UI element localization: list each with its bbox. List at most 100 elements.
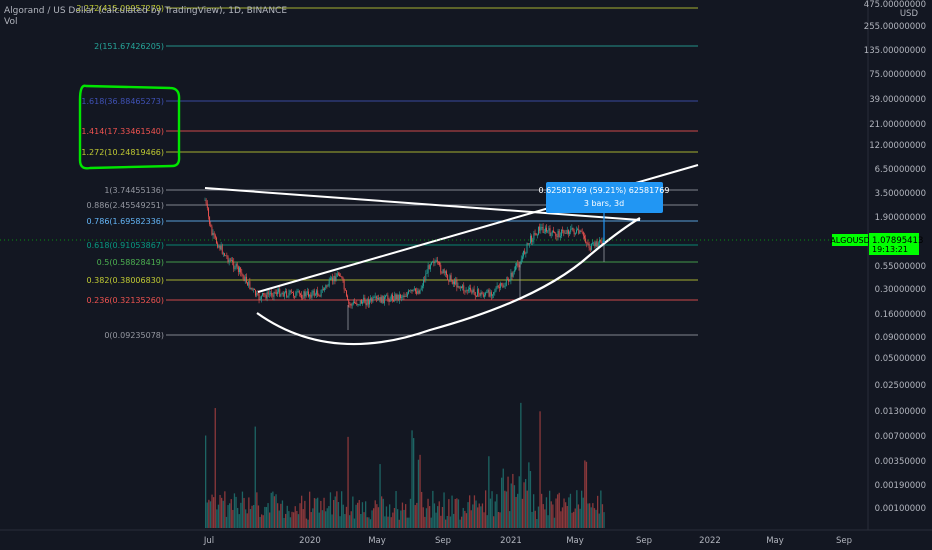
price-tick-label: 0.16000000	[875, 310, 926, 320]
volume-bar	[563, 498, 565, 528]
candle-body	[389, 299, 391, 302]
candle-body	[565, 232, 567, 234]
volume-bar	[328, 506, 330, 528]
fib-level-label: 1(3.74455136)	[104, 186, 164, 195]
volume-bar	[469, 495, 471, 528]
volume-bar	[299, 503, 301, 528]
candle-body	[459, 287, 461, 288]
candle-body	[304, 291, 306, 297]
candle-body	[396, 294, 398, 300]
candle-body	[305, 292, 307, 297]
fib-level-label: 0(0.09235078)	[104, 331, 164, 340]
candle-body	[208, 208, 209, 217]
volume-bar	[437, 506, 439, 528]
volume-indicator-label[interactable]: Vol	[4, 17, 18, 27]
volume-bar	[349, 515, 351, 528]
volume-bar	[320, 500, 322, 528]
candle-body	[385, 295, 386, 297]
volume-bar	[406, 517, 408, 528]
volume-bar	[513, 485, 516, 528]
candle-body	[357, 304, 359, 306]
candle-body	[547, 230, 549, 232]
candle-body	[532, 239, 534, 242]
candle-body	[424, 279, 426, 281]
candle-body	[242, 274, 244, 277]
volume-bar	[555, 498, 557, 528]
fibonacci-retracement[interactable]: 2.272(415.09957279) 2(151.67426205) 1.618(…	[76, 4, 698, 340]
candle-body	[231, 260, 232, 262]
candle-body	[302, 297, 304, 299]
candle-body	[534, 233, 536, 235]
time-tick-label: Sep	[836, 536, 852, 546]
volume-bar	[213, 497, 215, 528]
candle-body	[587, 243, 589, 245]
candle-body	[421, 286, 423, 288]
last-price-badge	[869, 233, 919, 255]
volume-bar	[219, 494, 221, 528]
candle-body	[329, 278, 331, 280]
fib-level-label: 1.618(36.88465273)	[81, 97, 164, 106]
volume-bar	[489, 498, 492, 528]
candle-body	[500, 283, 501, 288]
candle-body	[442, 269, 444, 274]
time-axis[interactable]: Jul 2020 May Sep 2021 May Sep 2022 May Sep	[0, 529, 932, 546]
candle-body	[285, 291, 286, 293]
candle-body	[478, 289, 480, 294]
volume-bar	[374, 500, 376, 528]
time-tick-label: Sep	[435, 536, 451, 546]
candle-body	[371, 298, 373, 302]
candle-body	[546, 227, 547, 232]
volume-bar	[560, 511, 562, 528]
candle-body	[260, 295, 262, 299]
volume-bar	[481, 503, 484, 528]
candle-body	[209, 216, 211, 225]
volume-bar	[435, 512, 437, 528]
volume-bar	[251, 505, 253, 528]
candle-body	[393, 299, 395, 302]
candle-body	[463, 285, 465, 291]
candle-body	[377, 298, 378, 299]
volume-bar	[509, 511, 511, 528]
volume-bar	[456, 498, 458, 528]
volume-bar	[430, 517, 432, 528]
candle-body	[289, 290, 291, 294]
volume-bar	[566, 506, 568, 528]
drawings[interactable]: 0.62581769 (59.21%) 62581769 3 bars, 3d	[78, 84, 699, 346]
last-price-value: 1.07895413	[872, 236, 923, 246]
candle-body	[241, 272, 243, 275]
candle-body	[363, 297, 365, 302]
symbol-title[interactable]: Algorand / US Dollar (calculated by Trad…	[4, 6, 288, 16]
candle-body	[507, 279, 508, 281]
candle-body	[359, 300, 361, 305]
candle-body	[388, 298, 390, 302]
volume-bar	[579, 508, 581, 528]
candle-body	[295, 292, 297, 298]
volume-bar	[360, 513, 362, 528]
candle-body	[440, 264, 442, 273]
candle-body	[335, 276, 337, 282]
candle-body	[314, 294, 316, 296]
candle-body	[217, 243, 219, 248]
cup-curve	[256, 217, 641, 346]
volume-bar	[345, 506, 348, 528]
candle-body	[313, 290, 315, 296]
price-tick-label: 0.00190000	[875, 481, 926, 491]
volume-bar	[518, 476, 520, 528]
candle-body	[271, 292, 273, 296]
volume-bar	[369, 519, 372, 528]
candle-body	[581, 231, 583, 233]
candle-body	[293, 292, 294, 297]
candle-body	[511, 272, 513, 277]
candle-body	[309, 294, 311, 297]
volume-bar	[289, 517, 292, 528]
candle-body	[364, 297, 366, 304]
volume-bar	[353, 518, 356, 528]
candle-body	[365, 303, 367, 306]
volume-bar	[280, 503, 282, 528]
price-axis[interactable]: 475.00000000 255.00000000 135.00000000 75.0…	[0, 0, 926, 530]
candle-body	[372, 297, 374, 302]
volume-bar	[313, 498, 316, 528]
candle-body	[237, 266, 239, 273]
candle-body	[561, 229, 562, 237]
